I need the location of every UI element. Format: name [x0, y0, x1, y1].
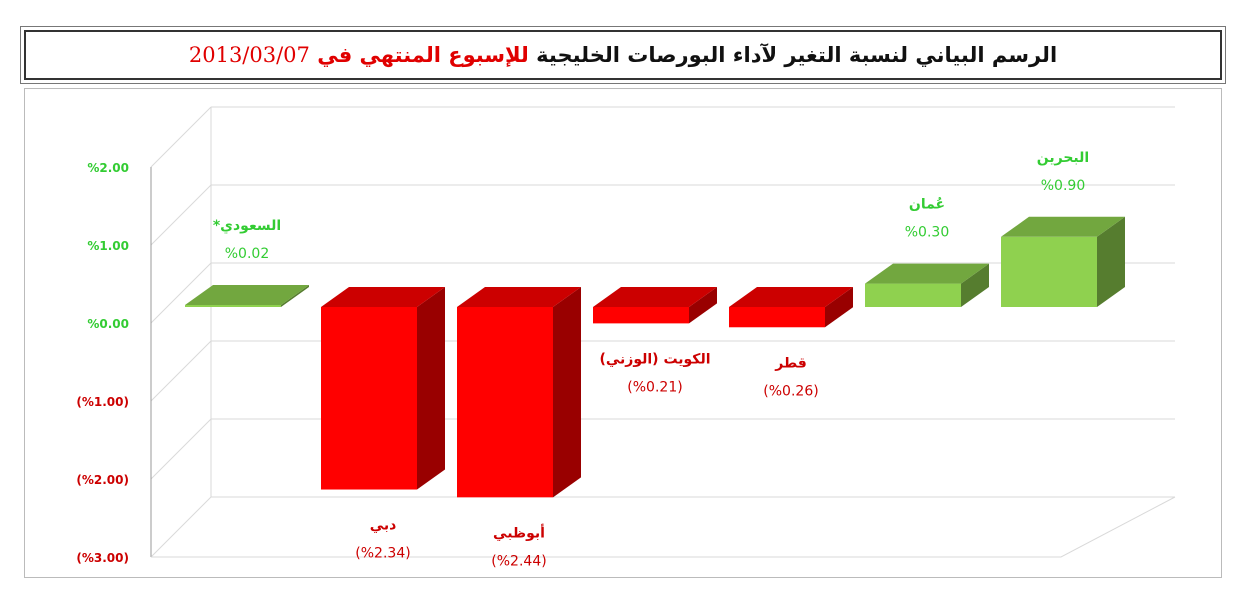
grid-diagonal: [150, 418, 212, 480]
bar-0: [185, 285, 309, 307]
category-label: الكويت (الوزني): [599, 351, 710, 367]
y-tick-label: (%2.00): [76, 473, 129, 487]
data-label: %0.90: [1041, 178, 1085, 194]
data-label: (%2.44): [491, 553, 546, 569]
y-tick-label: (%1.00): [76, 395, 129, 409]
grid-diagonal: [150, 496, 212, 558]
bar-1: [321, 287, 445, 490]
data-label: (%0.21): [627, 379, 682, 395]
bar-top: [865, 263, 989, 284]
y-tick-label: (%3.00): [76, 551, 129, 565]
bar-front: [865, 283, 961, 307]
y-tick-label: %2.00: [87, 161, 129, 175]
bar-front: [457, 307, 553, 498]
category-label: أبوظبي: [493, 523, 545, 541]
bar-side: [281, 285, 309, 307]
data-label: (%0.26): [763, 383, 818, 399]
category-label: دبي: [370, 518, 397, 534]
bar-front: [1001, 236, 1097, 307]
y-tick-label: %0.00: [87, 317, 129, 331]
bar-top: [457, 287, 581, 307]
grid-diagonal: [150, 106, 212, 168]
chart-area: %2.00 %1.00 %0.00 (%1.00) (%2.00) (%3.00) السع…: [24, 88, 1222, 578]
floor-edge: [151, 496, 1176, 558]
grid-diagonal: [150, 184, 212, 246]
bar-3: [593, 287, 717, 324]
grid-diagonal: [150, 340, 212, 402]
bar-side: [825, 287, 853, 328]
bar-front: [729, 307, 825, 328]
title-date: 2013/03/07: [188, 43, 310, 67]
data-label: %0.02: [225, 246, 269, 262]
title-week-ending: للإسبوع المنتهي في: [317, 43, 529, 67]
category-label: السعودي*: [213, 218, 281, 235]
bar-side: [689, 287, 717, 324]
bar-side: [417, 287, 445, 490]
bar-front: [593, 307, 689, 324]
y-tick-label: %1.00: [87, 239, 129, 253]
category-label: قطر: [774, 355, 807, 371]
bar-5: [865, 263, 989, 307]
bar-front: [321, 307, 417, 490]
data-label: (%2.34): [355, 546, 410, 562]
bar-top: [185, 285, 309, 305]
bar-side: [1097, 216, 1125, 307]
chart-title: الرسم البياني لنسبة التغير لآداء البورصا…: [24, 30, 1222, 80]
title-main: الرسم البياني لنسبة التغير لآداء البورصا…: [536, 43, 1058, 67]
bar-2: [457, 287, 581, 498]
bar-side: [961, 263, 989, 307]
bar-4: [729, 287, 853, 328]
bar-top: [729, 287, 853, 307]
bar-top: [321, 287, 445, 307]
category-label: عُمان: [909, 197, 945, 213]
bar-6: [1001, 216, 1125, 307]
bar-chart: %2.00 %1.00 %0.00 (%1.00) (%2.00) (%3.00) السع…: [76, 106, 1176, 569]
bar-side: [553, 287, 581, 498]
bar-front: [185, 305, 281, 307]
grid-diagonal: [150, 262, 212, 324]
data-label: %0.30: [905, 225, 949, 241]
bar-top: [1001, 216, 1125, 237]
category-label: البحرين: [1037, 150, 1089, 166]
bar-top: [593, 287, 717, 307]
